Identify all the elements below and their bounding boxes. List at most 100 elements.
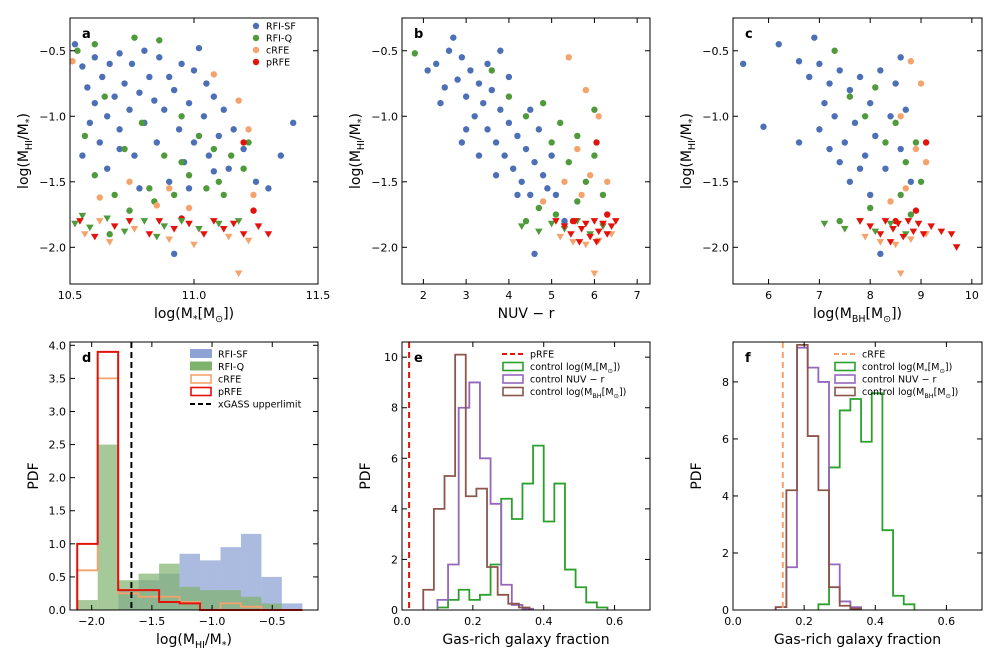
hist-bar: [200, 590, 221, 610]
legend-label: control NUV − r: [530, 375, 605, 386]
data-point: [599, 191, 607, 199]
y-tick-label: 4: [722, 490, 729, 503]
data-point: [225, 165, 232, 172]
legend-swatch: [502, 361, 524, 372]
legend-label: cRFE: [218, 375, 241, 386]
x-tick-label: −1.5: [139, 615, 166, 628]
x-tick-label: 0.6: [606, 615, 624, 628]
legend-label: pRFE: [218, 387, 242, 398]
data-point: [836, 158, 843, 166]
data-point: [846, 86, 854, 94]
data-point: [912, 207, 920, 214]
upper-limit-point: [195, 225, 203, 233]
data-point: [595, 113, 602, 120]
data-point: [811, 34, 818, 41]
hist-bar: [159, 563, 180, 610]
hist-bar: [77, 600, 98, 610]
data-point: [548, 152, 555, 159]
series-crfe: [887, 58, 930, 205]
x-axis-label: log(MBH[M⊙]): [813, 306, 902, 325]
x-tick-label: 6: [765, 289, 772, 302]
upper-limit-point: [110, 223, 119, 230]
data-point: [522, 217, 530, 225]
data-point: [907, 178, 915, 185]
upper-limit-point: [190, 241, 198, 249]
x-tick-label: 0.0: [393, 615, 411, 628]
data-point: [128, 60, 136, 68]
data-point: [471, 113, 478, 120]
y-tick-label: 4.0: [49, 339, 67, 352]
y-axis-label: log(MHI/M*): [679, 113, 698, 189]
data-point: [245, 126, 252, 133]
x-tick-label: 11.5: [306, 289, 331, 302]
legend-marker: [252, 22, 260, 30]
data-point: [522, 145, 530, 153]
data-point: [565, 54, 572, 61]
data-point: [240, 165, 247, 172]
data-point: [205, 152, 213, 159]
hist-bar: [261, 603, 282, 610]
upper-limit-point: [140, 218, 149, 225]
data-point: [195, 132, 203, 140]
data-point: [867, 204, 874, 212]
upper-limit-point: [904, 218, 913, 225]
y-tick-label: 0.5: [49, 571, 67, 584]
data-point: [178, 113, 185, 120]
data-point: [821, 99, 828, 107]
data-point: [462, 126, 470, 133]
axes-frame: [732, 341, 983, 611]
upper-limit-point: [866, 223, 875, 230]
data-point: [450, 34, 457, 41]
upper-limit-point: [919, 231, 928, 238]
legend-marker: [252, 34, 260, 42]
data-point: [856, 165, 864, 172]
series-prfe-upper-limits: [856, 218, 961, 251]
data-point: [424, 67, 431, 74]
data-point: [228, 152, 235, 159]
data-point: [846, 93, 854, 100]
upper-limit-point: [215, 220, 223, 228]
data-point: [831, 113, 838, 120]
data-point: [91, 172, 99, 179]
data-point: [437, 99, 444, 107]
data-point: [539, 99, 547, 107]
data-point: [141, 47, 148, 54]
data-point: [561, 178, 568, 185]
data-point: [178, 60, 185, 68]
data-point: [161, 106, 168, 113]
upper-limit-point: [856, 218, 864, 225]
series-crfe: [69, 58, 257, 212]
data-point: [166, 178, 173, 185]
data-point: [492, 172, 500, 179]
y-tick-label: 10: [384, 351, 398, 364]
x-tick-label: 5: [548, 289, 555, 302]
data-point: [574, 132, 581, 140]
hist-bar: [240, 533, 262, 610]
legend-swatch: [834, 386, 856, 397]
upper-limit-point: [582, 241, 590, 249]
data-point: [185, 99, 193, 107]
data-point: [411, 50, 419, 57]
data-point: [582, 86, 590, 94]
data-point: [245, 139, 252, 146]
axes-frame: [732, 17, 983, 285]
upper-limit-point: [153, 233, 161, 241]
data-point: [861, 113, 869, 120]
data-point: [505, 119, 513, 127]
x-tick-label: 0.4: [867, 615, 885, 628]
data-point: [170, 191, 178, 199]
data-point: [892, 80, 899, 87]
data-point: [210, 71, 218, 78]
upper-limit-point: [937, 228, 946, 236]
upper-limit-point: [244, 237, 253, 245]
upper-limit-point: [560, 223, 569, 230]
data-point: [509, 165, 517, 172]
data-point: [574, 145, 581, 153]
upper-limit-point: [120, 228, 129, 236]
y-tick-label: −0.5: [371, 45, 398, 58]
data-point: [126, 207, 133, 214]
data-point: [531, 158, 538, 166]
series-crfe-upper-limits: [861, 231, 930, 278]
upper-limit-point: [871, 228, 880, 236]
data-point: [887, 113, 894, 120]
